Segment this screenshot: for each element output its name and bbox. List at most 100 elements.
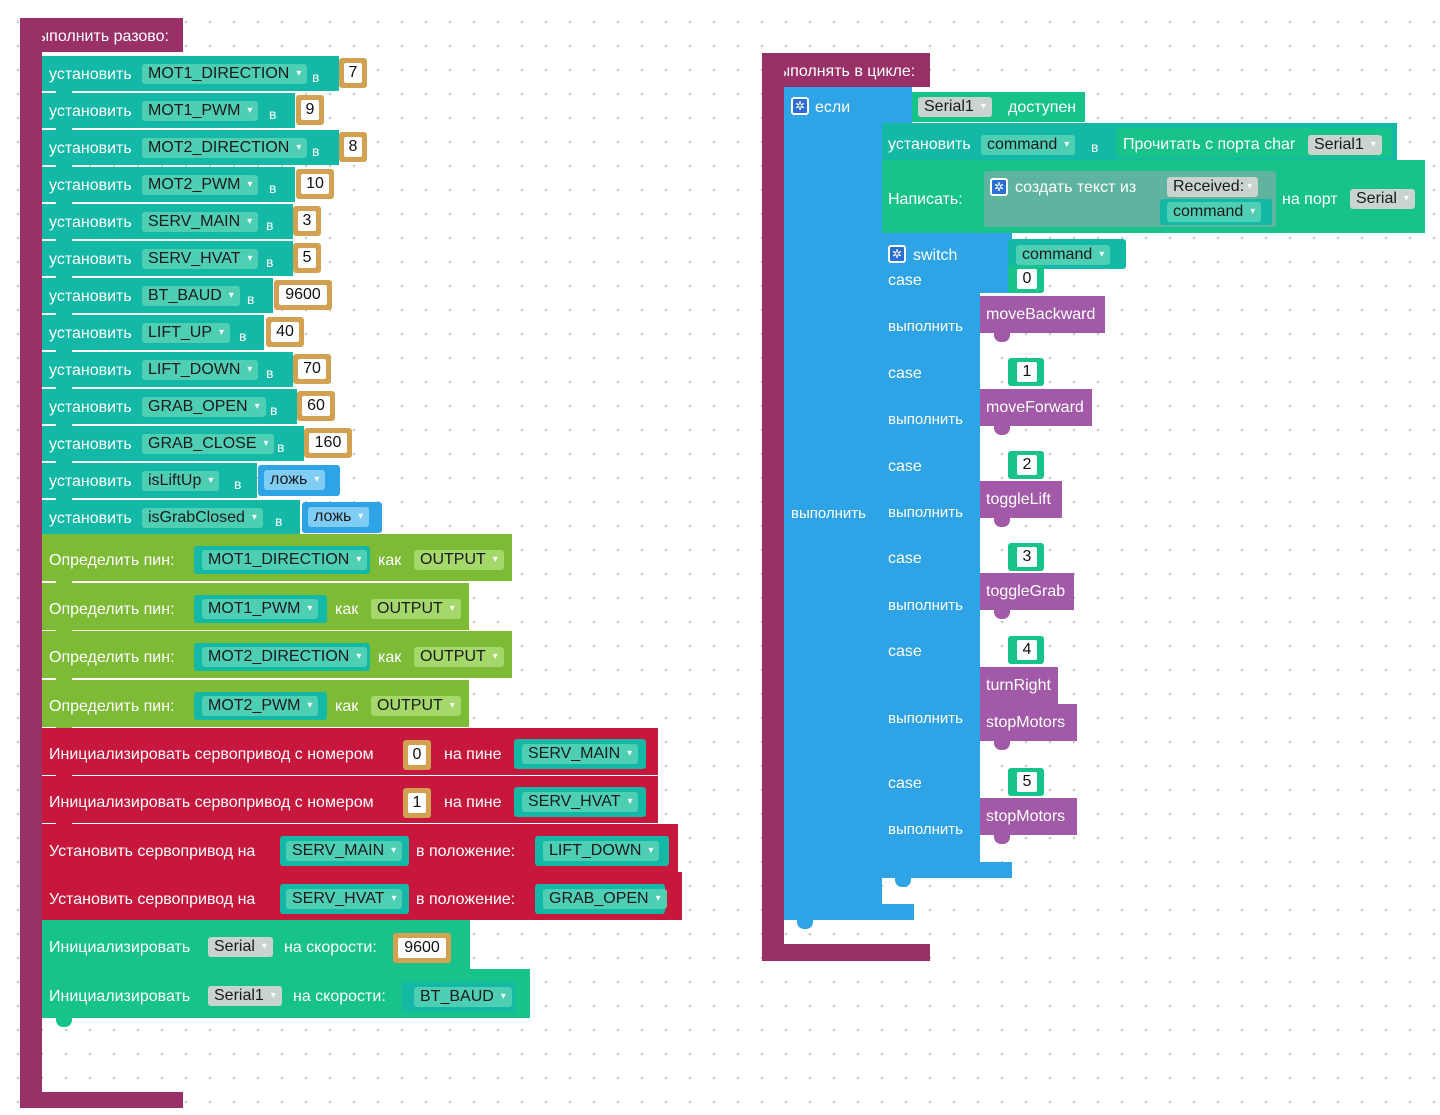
number-value[interactable]: 160 bbox=[309, 433, 347, 453]
serial-port-dropdown[interactable]: Serial1 bbox=[208, 986, 282, 1006]
pin-mode-dropdown[interactable]: OUTPUT bbox=[414, 550, 504, 570]
var-name-dropdown[interactable]: SERV_HVAT bbox=[142, 249, 259, 269]
position-dropdown[interactable]: GRAB_OPEN bbox=[543, 889, 667, 909]
case-value[interactable]: 2 bbox=[1017, 455, 1037, 475]
number-value[interactable]: 7 bbox=[344, 63, 362, 83]
var-name-dropdown[interactable]: LIFT_UP bbox=[142, 323, 231, 343]
in-label: в bbox=[269, 106, 277, 122]
number-value[interactable]: 60 bbox=[302, 396, 330, 416]
function-call-block[interactable] bbox=[980, 667, 1058, 704]
if-label: если bbox=[815, 99, 851, 116]
setup-event-block[interactable] bbox=[20, 18, 183, 52]
var-name-dropdown[interactable]: isGrabClosed bbox=[142, 508, 263, 528]
write-port-dropdown[interactable]: Serial bbox=[1350, 189, 1415, 209]
case-value[interactable]: 1 bbox=[1017, 362, 1037, 382]
switch-label: switch bbox=[913, 247, 958, 264]
function-call-block[interactable] bbox=[980, 481, 1062, 518]
as-label: как bbox=[378, 552, 402, 569]
as-label: как bbox=[335, 698, 359, 715]
servo-number[interactable]: 0 bbox=[408, 745, 426, 765]
set-label: установить bbox=[49, 325, 132, 342]
set-label: установить bbox=[49, 214, 132, 231]
pin-mode-dropdown[interactable]: OUTPUT bbox=[371, 696, 461, 716]
var-name-dropdown[interactable]: MOT1_PWM bbox=[142, 101, 259, 121]
position-dropdown[interactable]: LIFT_DOWN bbox=[543, 841, 660, 861]
block-connector bbox=[994, 426, 1010, 435]
function-call-block[interactable] bbox=[980, 798, 1077, 835]
if-gear-icon[interactable]: ✲ bbox=[791, 97, 809, 115]
pin-name-dropdown[interactable]: MOT1_PWM bbox=[202, 599, 319, 619]
if-port-dropdown[interactable]: Serial1 bbox=[918, 97, 992, 117]
available-label: доступен bbox=[1008, 99, 1077, 116]
in-label: в bbox=[270, 402, 278, 418]
servo-dropdown[interactable]: SERV_HVAT bbox=[286, 889, 403, 909]
servo-pin-dropdown[interactable]: SERV_HVAT bbox=[522, 792, 639, 812]
case-do-label: выполнить bbox=[888, 318, 963, 335]
number-value[interactable]: 70 bbox=[298, 359, 326, 379]
block-connector bbox=[994, 835, 1010, 844]
number-value[interactable]: 9 bbox=[301, 100, 319, 120]
text-item-value[interactable]: Received: bbox=[1167, 177, 1259, 197]
set-label: установить bbox=[49, 510, 132, 527]
switch-block-spine bbox=[882, 233, 980, 878]
var-name-dropdown[interactable]: GRAB_OPEN bbox=[142, 397, 266, 417]
pin-label: Определить пин: bbox=[49, 698, 175, 715]
pin-name-dropdown[interactable]: MOT2_PWM bbox=[202, 696, 319, 716]
servo-dropdown[interactable]: SERV_MAIN bbox=[286, 841, 403, 861]
in-label: в bbox=[275, 513, 283, 529]
case-value[interactable]: 3 bbox=[1017, 547, 1037, 567]
to-port-label: на порт bbox=[1282, 191, 1338, 208]
block-connector bbox=[994, 741, 1010, 750]
set-var-dropdown[interactable]: command bbox=[981, 135, 1076, 155]
var-name-dropdown[interactable]: SERV_MAIN bbox=[142, 212, 259, 232]
number-value[interactable]: 40 bbox=[271, 322, 299, 342]
switch-var-dropdown[interactable]: command bbox=[1016, 245, 1111, 265]
text-var-dropdown[interactable]: command bbox=[1167, 202, 1262, 222]
number-value[interactable]: 8 bbox=[344, 137, 362, 157]
on-pin-label: на пине bbox=[444, 746, 502, 763]
servo-pin-dropdown[interactable]: SERV_MAIN bbox=[522, 744, 639, 764]
number-value[interactable]: 9600 bbox=[279, 285, 327, 305]
var-name-dropdown[interactable]: MOT2_PWM bbox=[142, 175, 259, 195]
speed-dropdown[interactable]: BT_BAUD bbox=[414, 987, 512, 1007]
loop-event-block[interactable] bbox=[762, 53, 930, 87]
pin-name-dropdown[interactable]: MOT2_DIRECTION bbox=[202, 647, 368, 667]
function-call-block[interactable] bbox=[980, 296, 1105, 333]
set-label: установить bbox=[49, 362, 132, 379]
in-label: в bbox=[277, 439, 285, 455]
set-label: установить bbox=[49, 66, 132, 83]
serial-speed[interactable]: 9600 bbox=[398, 938, 446, 958]
var-name-dropdown[interactable]: MOT1_DIRECTION bbox=[142, 64, 308, 84]
create-text-gear-icon[interactable]: ✲ bbox=[990, 178, 1008, 196]
var-name-dropdown[interactable]: BT_BAUD bbox=[142, 286, 240, 306]
switch-gear-icon[interactable]: ✲ bbox=[888, 245, 906, 263]
pin-mode-dropdown[interactable]: OUTPUT bbox=[371, 599, 461, 619]
servo-number[interactable]: 1 bbox=[408, 793, 426, 813]
pin-mode-dropdown[interactable]: OUTPUT bbox=[414, 647, 504, 667]
position-label: в положение: bbox=[416, 891, 516, 908]
servo-set-label: Установить сервопривод на bbox=[49, 843, 256, 860]
function-call-block[interactable] bbox=[980, 389, 1092, 426]
var-name-dropdown[interactable]: MOT2_DIRECTION bbox=[142, 138, 308, 158]
case-value[interactable]: 5 bbox=[1017, 772, 1037, 792]
number-value[interactable]: 10 bbox=[301, 174, 329, 194]
serial-port-dropdown[interactable]: Serial bbox=[208, 937, 273, 957]
pin-name-dropdown[interactable]: MOT1_DIRECTION bbox=[202, 550, 368, 570]
function-call-block[interactable] bbox=[980, 573, 1074, 610]
var-name-dropdown[interactable]: GRAB_CLOSE bbox=[142, 434, 275, 454]
number-value[interactable]: 3 bbox=[298, 211, 316, 231]
in-label: в bbox=[312, 143, 320, 159]
case-value[interactable]: 4 bbox=[1017, 640, 1037, 660]
function-call-block[interactable] bbox=[980, 704, 1077, 741]
read-port-dropdown[interactable]: Serial1 bbox=[1308, 135, 1382, 155]
boolean-dropdown[interactable]: ложь bbox=[308, 507, 370, 527]
case-value[interactable]: 0 bbox=[1017, 269, 1037, 289]
block-connector bbox=[797, 920, 813, 929]
var-name-dropdown[interactable]: LIFT_DOWN bbox=[142, 360, 259, 380]
number-value[interactable]: 5 bbox=[298, 248, 316, 268]
var-name-dropdown[interactable]: isLiftUp bbox=[142, 471, 220, 491]
block-connector bbox=[56, 1018, 72, 1027]
function-name: stopMotors bbox=[986, 714, 1066, 731]
boolean-dropdown[interactable]: ложь bbox=[264, 470, 326, 490]
